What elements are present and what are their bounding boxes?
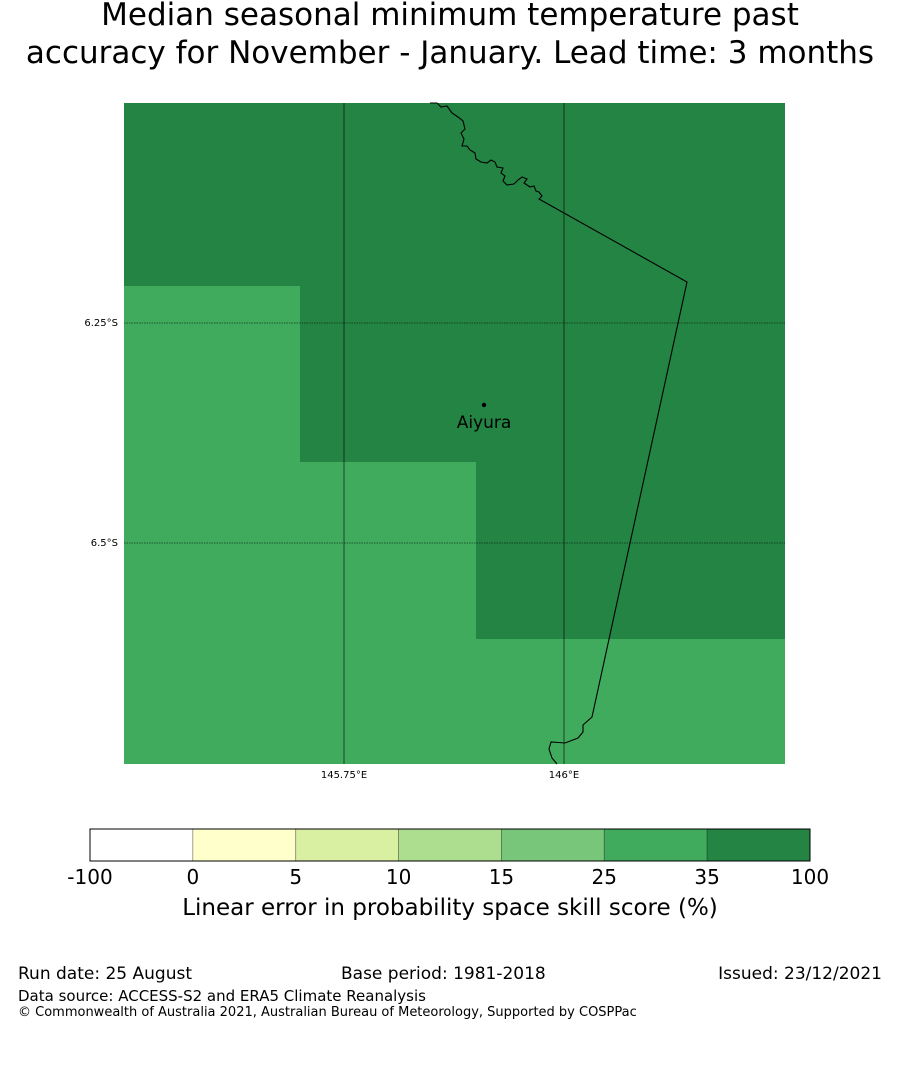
colorbar-tick-7: 100: [791, 865, 829, 889]
colorbar-tick-0: -100: [67, 865, 112, 889]
colorbar-tick-1: 0: [186, 865, 199, 889]
colorbar-frame: [89, 828, 811, 862]
issued-date: Issued: 23/12/2021: [718, 964, 882, 984]
colorbar-label: Linear error in probability space skill …: [182, 895, 718, 921]
title-line-2: accuracy for November - January. Lead ti…: [25, 35, 875, 71]
title-line-1: Median seasonal minimum temperature past: [101, 0, 799, 33]
colorbar: -100 0 5 10 15 25 35 100: [67, 828, 829, 889]
copyright: © Commonwealth of Australia 2021, Austra…: [18, 1005, 637, 1020]
data-source: Data source: ACCESS-S2 and ERA5 Climate …: [18, 987, 426, 1005]
colorbar-segment-1: [192, 828, 297, 862]
lon-label-145-75: 145.75°E: [321, 770, 367, 781]
base-period: Base period: 1981-2018: [341, 964, 546, 984]
colorbar-segment-0: [89, 828, 194, 862]
colorbar-segment-5: [603, 828, 708, 862]
map-panel: Aiyura 6.25°S 6.5°S 145.75°E 146°E -100 0…: [67, 102, 829, 889]
colorbar-tick-4: 15: [489, 865, 514, 889]
province-boundary: [430, 102, 688, 765]
colorbar-tick-5: 25: [592, 865, 617, 889]
aiyura-label: Aiyura: [457, 413, 512, 433]
run-date: Run date: 25 August: [18, 964, 192, 984]
colorbar-segment-2: [295, 828, 399, 862]
skill-grid: [124, 103, 785, 764]
colorbar-tick-6: 35: [694, 865, 719, 889]
colorbar-segment-3: [398, 828, 502, 862]
colorbar-tick-3: 10: [386, 865, 411, 889]
lat-label-6-5: 6.5°S: [91, 538, 118, 549]
colorbar-tick-2: 5: [289, 865, 302, 889]
aiyura-marker: [481, 402, 487, 408]
chart-title: Median seasonal minimum temperature past…: [0, 0, 900, 72]
colorbar-segment-4: [501, 828, 605, 862]
colorbar-segment-6: [706, 828, 811, 862]
lon-label-146: 146°E: [549, 770, 579, 781]
lat-label-6-25: 6.25°S: [84, 318, 118, 329]
grid-cell-high-lower: [476, 462, 785, 639]
grid-cell-high-middle: [300, 286, 785, 462]
grid-cell-high-top: [124, 103, 785, 286]
